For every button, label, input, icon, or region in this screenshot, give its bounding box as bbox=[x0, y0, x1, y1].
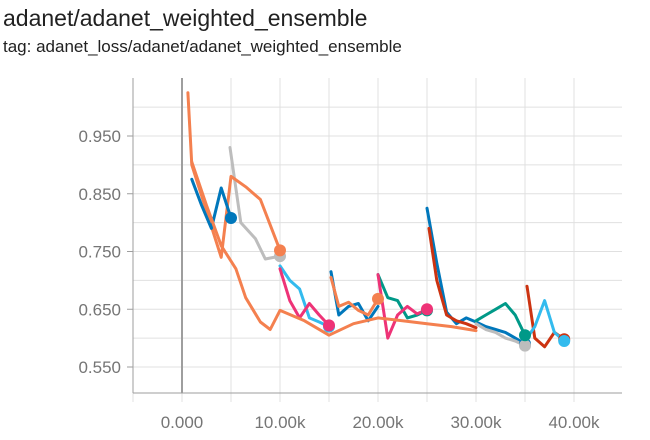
chart-tag-subtitle: tag: adanet_loss/adanet/adanet_weighted_… bbox=[3, 37, 402, 56]
series-end-markers bbox=[225, 212, 571, 352]
series-line-7 bbox=[329, 276, 380, 317]
x-tick-label: 10.00k bbox=[254, 413, 306, 432]
series-line-6 bbox=[329, 270, 380, 323]
x-tick-label: 30.00k bbox=[450, 413, 502, 432]
chart-title: adanet/adanet_weighted_ensemble bbox=[3, 5, 368, 31]
series-end-marker-9 bbox=[421, 303, 433, 316]
x-tick-label: 0.000 bbox=[161, 413, 204, 432]
axes bbox=[127, 78, 622, 394]
series-end-marker-13 bbox=[519, 329, 531, 342]
series-line-3 bbox=[190, 177, 233, 230]
grid-lines bbox=[132, 78, 622, 402]
y-tick-label: 0.550 bbox=[78, 358, 121, 377]
series-line-1 bbox=[228, 146, 282, 261]
series-end-marker-3 bbox=[225, 212, 237, 225]
series-line-16 bbox=[190, 160, 478, 337]
series-line-5 bbox=[278, 267, 331, 327]
series-end-marker-5 bbox=[323, 319, 335, 332]
series-end-marker-12 bbox=[519, 339, 531, 352]
series-end-marker-7 bbox=[372, 292, 384, 305]
y-tick-label: 0.750 bbox=[78, 243, 121, 262]
x-tick-label: 40.00k bbox=[548, 413, 600, 432]
series-end-marker-2 bbox=[274, 244, 286, 257]
tick-labels: 0.550 0.650 0.750 0.850 0.950 0.000 10.00k 20.0… bbox=[78, 127, 600, 432]
series-line-12 bbox=[474, 322, 527, 348]
y-tick-label: 0.950 bbox=[78, 127, 121, 146]
x-tick-label: 20.00k bbox=[352, 413, 404, 432]
series-line-13 bbox=[474, 302, 527, 337]
series-line-11 bbox=[427, 226, 478, 330]
series-line-15 bbox=[525, 299, 566, 343]
series-line-9 bbox=[376, 273, 429, 340]
y-tick-label: 0.650 bbox=[78, 300, 121, 319]
series-end-marker-15 bbox=[558, 335, 571, 348]
y-tick-label: 0.850 bbox=[78, 185, 121, 204]
series-lines bbox=[186, 91, 566, 349]
series-line-4 bbox=[278, 264, 331, 329]
